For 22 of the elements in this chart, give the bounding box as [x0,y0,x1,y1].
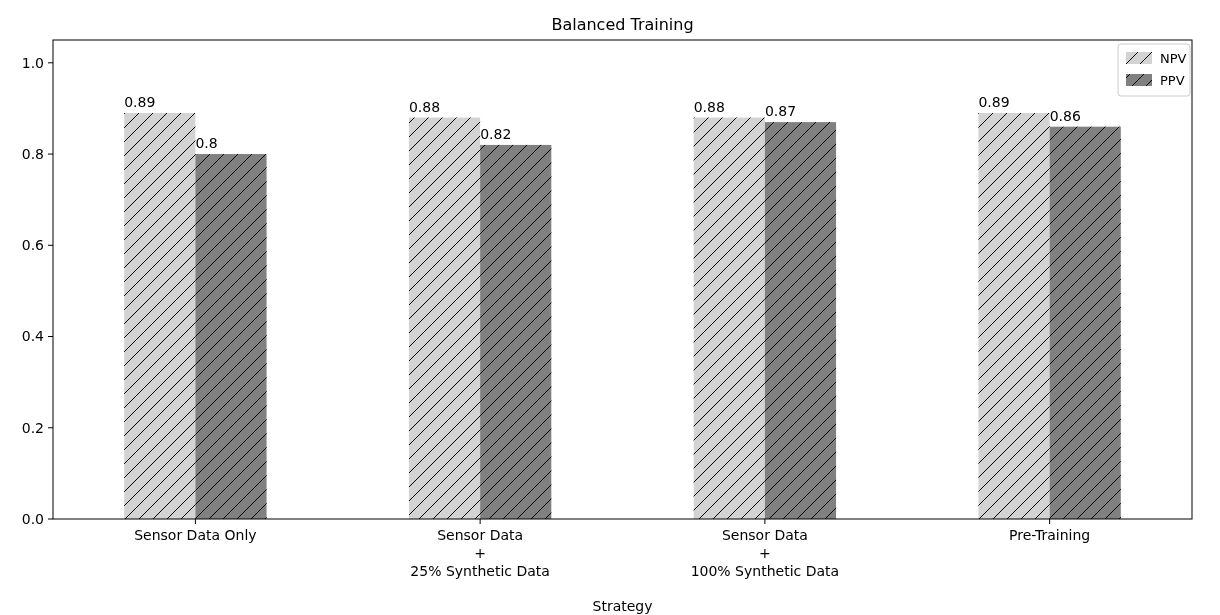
data-label: 0.86 [1049,107,1081,124]
x-tick-label: Sensor Data + 100% Synthetic Data [690,527,840,579]
data-label: 0.89 [978,93,1010,110]
y-tick-label: 1.0 [21,54,44,71]
data-label: 0.88 [408,98,441,115]
x-tick-label: Pre-Training [1008,527,1091,543]
data-label: 0.82 [480,125,512,142]
x-tick-label: Sensor Data Only [134,527,257,543]
data-label: 0.87 [764,103,797,120]
y-tick-label: 0.0 [21,510,44,527]
data-label: 0.88 [693,98,725,115]
y-tick-label: 0.2 [21,419,44,436]
data-label: 0.89 [124,93,156,110]
y-tick-label: 0.8 [21,145,44,162]
y-tick-label: 0.4 [21,328,45,345]
legend-label: PPV [1160,72,1185,88]
y-tick-label: 0.6 [21,237,45,254]
chart-title: Balanced Training [551,15,694,34]
data-label: 0.8 [195,135,218,152]
legend-label: NPV [1160,50,1187,66]
x-tick-label: Sensor Data + 25% Synthetic Data [410,527,550,579]
x-axis-title: Strategy [592,598,653,614]
